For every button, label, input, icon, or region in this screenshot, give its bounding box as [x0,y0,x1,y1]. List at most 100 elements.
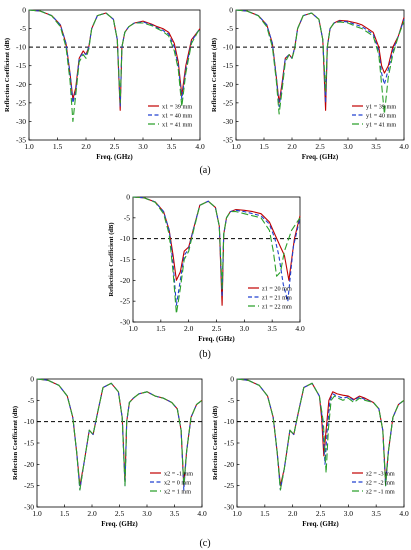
series-line-2 [28,9,201,108]
x-tick-label: 1.5 [260,509,270,518]
y-tick-label: -30 [223,117,233,126]
series-line-3 [236,378,405,491]
x-tick-label: 2.0 [87,509,97,518]
y-tick-label: 0 [30,375,34,384]
x-tick-label: 1.5 [259,142,269,151]
y-tick-label: -5 [28,396,34,405]
x-axis-label: Freq. (GHz) [302,520,339,528]
x-tick-label: 2.5 [110,142,120,151]
x-tick-label: 1.0 [32,509,42,518]
y-axis-label: Reflection Coefficient (dB) [108,222,115,296]
legend-entry: x2 = 1 mm [164,488,191,495]
x-tick-label: 3.5 [170,509,180,518]
legend-entry: z2 = -1 mm [366,488,395,495]
chart-3: 1.0 1.5 2.0 2.5 3.0 3.5 4.0 0 -5 -10 -15 -20 -25 -30 F… [108,193,305,344]
legend-entry: x1 = 40 mm [162,112,192,119]
series-line-3 [132,196,301,315]
x-tick-label: 3.5 [167,142,177,151]
x-tick-label: 1.5 [53,142,63,151]
legend-entry: z1 = 22 mm [262,303,292,310]
x-tick-label: 3.0 [240,324,250,333]
legend-entry: y1 = 40 mm [366,112,396,119]
panel-label-c: (c) [199,538,210,549]
panel-label-b: (b) [199,349,211,360]
legend: x2 = -1 mm x2 = 0 mm x2 = 1 mm [150,470,193,495]
y-axis-label: Reflection Coefficient (dB) [4,38,11,112]
y-tick-label: -25 [223,98,233,107]
y-tick-label: -15 [16,61,26,70]
x-tick-label: 1.0 [128,324,138,333]
series-line-1 [132,196,301,306]
legend-entry: x2 = -1 mm [164,470,193,477]
y-tick-label: -5 [227,24,233,33]
y-tick-label: -15 [223,61,233,70]
y-tick-label: -30 [120,318,130,327]
x-tick-label: 2.0 [81,142,91,151]
legend: z1 = 20 mm z1 = 21 mm z1 = 22 mm [248,285,292,310]
x-tick-label: 3.5 [371,509,381,518]
x-tick-label: 3.0 [142,509,152,518]
y-tick-label: 0 [126,193,130,202]
x-tick-label: 4.0 [197,509,207,518]
y-tick-label: -15 [224,439,234,448]
x-tick-label: 2.0 [184,324,194,333]
y-tick-label: -15 [24,439,34,448]
y-tick-label: -25 [224,481,234,490]
y-tick-label: -35 [223,136,233,145]
x-tick-label: 2.5 [315,142,325,151]
panel-label-a: (a) [199,165,210,176]
series-line-3 [36,378,203,491]
y-tick-label: -20 [120,276,130,285]
y-tick-label: -20 [16,80,26,89]
x-axis-label: Freq. (GHz) [101,520,138,528]
x-tick-label: 1.5 [156,324,166,333]
x-tick-label: 2.0 [287,142,297,151]
x-tick-label: 3.0 [343,142,353,151]
y-tick-label: -25 [24,481,34,490]
y-axis-label: Reflection Coefficient (dB) [211,38,218,112]
y-tick-label: 0 [230,375,234,384]
legend-entry: z2 = -2 mm [366,479,395,486]
y-tick-label: -10 [223,43,233,52]
legend-entry: x1 = 41 mm [162,121,192,128]
chart-4: 1.0 1.5 2.0 2.5 3.0 3.5 4.0 0 -5 -10 -15 -20 -25 -30 F… [12,375,207,529]
y-tick-label: -15 [120,255,130,264]
y-axis-label: Reflection Coefficient (dB) [12,406,19,480]
x-tick-label: 3.0 [344,509,354,518]
x-tick-label: 3.0 [138,142,148,151]
y-tick-label: 0 [22,6,26,15]
y-axis-label: Reflection Coefficient (dB) [212,406,219,480]
x-tick-label: 1.5 [60,509,70,518]
legend-entry: z1 = 21 mm [262,294,292,301]
y-tick-label: -10 [24,417,34,426]
y-tick-label: -5 [228,396,234,405]
y-tick-label: -30 [24,503,34,512]
legend-entry: y1 = 41 mm [366,121,396,128]
x-tick-label: 4.0 [399,142,409,151]
series-line-3 [235,9,405,115]
y-tick-label: -5 [20,24,26,33]
y-tick-label: -20 [223,80,233,89]
legend: x1 = 39 mm x1 = 40 mm x1 = 41 mm [148,103,192,128]
legend-entry: z1 = 20 mm [262,285,292,292]
x-tick-label: 2.0 [288,509,298,518]
x-tick-label: 4.0 [295,324,305,333]
y-tick-label: 0 [229,6,233,15]
x-tick-label: 2.5 [115,509,125,518]
x-tick-label: 4.0 [399,509,409,518]
legend-entry: z2 = -3 mm [366,470,395,477]
y-tick-label: -25 [120,297,130,306]
x-tick-label: 1.0 [231,142,241,151]
legend-entry: x2 = 0 mm [164,479,191,486]
x-axis-label: Freq. (GHz) [302,153,339,161]
x-tick-label: 2.5 [316,509,326,518]
y-tick-label: -30 [224,503,234,512]
x-tick-label: 1.0 [24,142,34,151]
x-axis-label: Freq. (GHz) [198,335,235,343]
y-tick-label: -35 [16,136,26,145]
y-tick-label: -30 [16,117,26,126]
x-tick-label: 1.0 [232,509,242,518]
legend: z2 = -3 mm z2 = -2 mm z2 = -1 mm [352,470,395,495]
y-tick-label: -10 [224,417,234,426]
